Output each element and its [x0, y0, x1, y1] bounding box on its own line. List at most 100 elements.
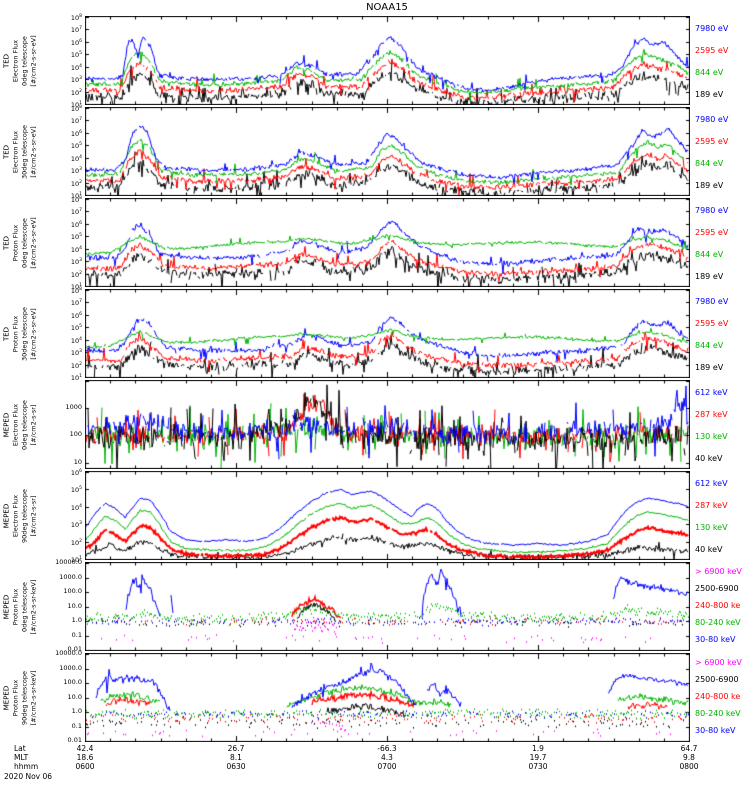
y-tick-label: 100.0	[63, 678, 82, 686]
panel-left-label-line: TED	[2, 326, 11, 341]
y-tick-label: 106	[70, 469, 82, 478]
panel-left-label-line: 0deg telescope	[20, 399, 29, 450]
y-tick-label: 105	[70, 142, 82, 151]
axis-tick-hhmm: 0600	[75, 762, 95, 771]
y-tick-label: 104	[70, 336, 82, 345]
legend-entry-844-ev: 844 eV	[695, 159, 724, 168]
legend-entry-612-kev: 612 keV	[695, 479, 728, 488]
legend-entry-80-240-kev: 80-240 keV	[695, 618, 741, 627]
legend-entry-844-ev: 844 eV	[695, 341, 724, 350]
y-tick-label: 103	[70, 521, 82, 530]
panel-meped-proton-0deg: MEPED Proton Flux 0deg telescope [#/cm2-s-s…	[0, 558, 750, 653]
axis-tick-mlt: 4.3	[381, 753, 393, 762]
panel-left-label-line: TED	[2, 235, 11, 250]
y-tick-label: 103	[70, 76, 82, 85]
plot-canvas-ted-electron-0deg	[85, 16, 690, 105]
legend-entry-7980-ev: 7980 eV	[695, 24, 729, 33]
y-tick-label: 105	[70, 486, 82, 495]
y-tick-label: 10	[73, 457, 82, 466]
y-tick-label: 107	[70, 208, 82, 217]
axis-tick-lat: 26.7	[227, 744, 245, 753]
y-tick-label: 101	[70, 283, 82, 292]
legend-entry-240-800-ke: 240-800 ke	[695, 692, 741, 701]
y-tick-label: 102	[70, 538, 82, 547]
y-tick-label: 102	[70, 270, 82, 279]
legend-entry-2595-ev: 2595 eV	[695, 137, 729, 146]
y-tick-label: 0.1	[71, 721, 82, 730]
panel-left-label-line: Electron Flux	[11, 39, 20, 82]
legend-entry-844-ev: 844 eV	[695, 250, 724, 259]
y-tick-label: 101	[70, 374, 82, 383]
axis-tick-hhmm: 0800	[679, 762, 699, 771]
panel-meped-proton-90deg: MEPED Proton Flux 90deg telescope [#/cm2-s-…	[0, 649, 750, 744]
y-tick-label: 1.0	[71, 707, 82, 715]
plot-canvas-meped-proton-0deg	[85, 562, 690, 651]
y-tick-label: 105	[70, 324, 82, 333]
y-tick-label: 1000.0	[59, 663, 82, 672]
panel-left-label-line: MEPED	[2, 412, 11, 437]
legend-entry-287-kev: 287 keV	[695, 501, 728, 510]
y-tick-label: 106	[70, 311, 82, 320]
legend-entry-189-ev: 189 eV	[695, 90, 724, 99]
y-tick-label: 103	[70, 258, 82, 267]
axis-tick-hhmm: 0700	[377, 762, 397, 771]
plot-canvas-meped-electron-90deg	[85, 471, 690, 560]
y-tick-label: 108	[70, 105, 82, 114]
panel-meped-electron-90deg: MEPED Electron Flux 90deg telescope [#/cm2-…	[0, 469, 750, 564]
legend-entry-612-kev: 612 keV	[695, 388, 728, 397]
legend-entry-2595-ev: 2595 eV	[695, 228, 729, 237]
lat-row-label: Lat	[14, 744, 26, 753]
panel-left-label-line: Electron Flux	[11, 130, 20, 173]
y-tick-label: 102	[70, 361, 82, 370]
y-tick-label: 103	[70, 167, 82, 176]
panel-left-label-line: Electron Flux	[11, 494, 20, 537]
panel-left-label-line: 0deg telescope	[20, 581, 29, 632]
y-tick-label: 0.1	[71, 630, 82, 639]
y-tick-label: 106	[70, 38, 82, 47]
legend-entry-2595-ev: 2595 eV	[695, 46, 729, 55]
y-tick-label: 0.01	[67, 645, 82, 653]
y-tick-label: 107	[70, 117, 82, 126]
panel-left-label-line: [#/cm2-s-sr-eV]	[29, 34, 38, 87]
y-tick-label: 102	[70, 88, 82, 97]
legend-entry-40-kev: 40 keV	[695, 454, 723, 463]
panel-left-label-line: Proton Flux	[11, 588, 20, 625]
legend-entry-189-ev: 189 eV	[695, 363, 724, 372]
panel-left-label-line: 0deg telescope	[20, 217, 29, 268]
panel-meped-electron-0deg: MEPED Electron Flux 0deg telescope [#/cm2-s…	[0, 380, 750, 469]
y-tick-label: 10000.0	[55, 558, 82, 566]
panel-left-label-line: Proton Flux	[11, 679, 20, 716]
legend-entry-7980-ev: 7980 eV	[695, 297, 729, 306]
panel-ted-electron-30deg: TED Electron Flux 30deg telescope [#/cm2-s-…	[0, 105, 750, 200]
legend-entry-2500-6900: 2500-6900	[695, 675, 739, 684]
legend-entry-287-kev: 287 keV	[695, 410, 728, 419]
panel-ted-proton-0deg: TED Proton Flux 0deg telescope [#/cm2-s-sr-…	[0, 196, 750, 291]
panel-left-label-line: 30deg telescope	[20, 124, 29, 179]
legend-entry-130-kev: 130 keV	[695, 432, 728, 441]
axis-tick-lat: 42.4	[76, 744, 94, 753]
axis-tick-mlt: 8.1	[230, 753, 242, 762]
legend-entry-30-80-kev: 30-80 keV	[695, 635, 736, 644]
y-tick-label: 102	[70, 179, 82, 188]
y-tick-label: 103	[70, 349, 82, 358]
y-tick-label: 1.0	[71, 616, 82, 624]
axis-tick-hhmm: 0630	[226, 762, 246, 771]
panel-left-label-line: [#/cm2-s-sr-keV]	[29, 579, 38, 634]
y-tick-label: 104	[70, 245, 82, 254]
y-tick-label: 10000.0	[55, 649, 82, 657]
plot-canvas-meped-proton-90deg	[85, 653, 690, 742]
panel-left-label-line: [#/cm2-s-sr]	[29, 495, 38, 536]
y-tick-label: 101	[70, 192, 82, 201]
y-tick-label: 104	[70, 503, 82, 512]
legend-entry-40-kev: 40 keV	[695, 545, 723, 554]
y-tick-label: 10.0	[67, 692, 82, 701]
legend-entry-189-ev: 189 eV	[695, 181, 724, 190]
panel-left-label-line: [#/cm2-s-sr]	[29, 404, 38, 445]
panel-left-label-line: 90deg telescope	[20, 670, 29, 725]
y-tick-label: 105	[70, 233, 82, 242]
panel-left-label-line: [#/cm2-s-sr-eV]	[29, 307, 38, 360]
y-tick-label: 100	[69, 430, 82, 439]
legend-entry-80-240-kev: 80-240 keV	[695, 709, 741, 718]
legend-entry-189-ev: 189 eV	[695, 272, 724, 281]
y-tick-label: 1000.0	[59, 572, 82, 581]
